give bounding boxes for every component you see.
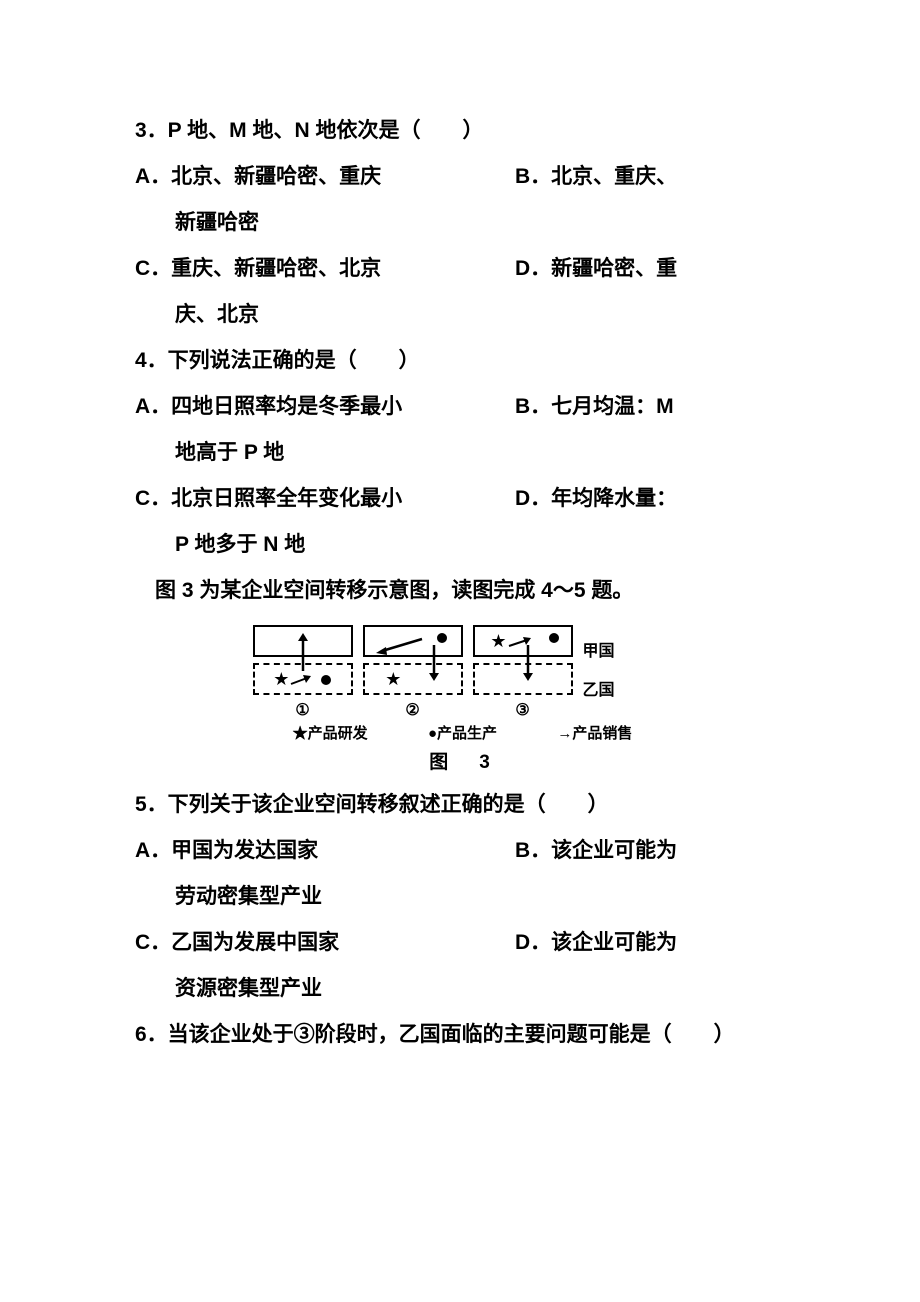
q5-opt-d-cont: 资源密集型产业 — [135, 968, 790, 1010]
q5-opt-b: B．该企业可能为 — [515, 830, 790, 872]
figure-panels-row: ★ ① ★ — [253, 622, 673, 720]
q5-stem: 5．下列关于该企业空间转移叙述正确的是（ ） — [135, 784, 790, 826]
q3-opt-d-cont: 庆、北京 — [135, 294, 790, 336]
q3-row-cd: C．重庆、新疆哈密、北京 D．新疆哈密、重 — [135, 248, 790, 290]
q4-row-cd: C．北京日照率全年变化最小 D．年均降水量： — [135, 478, 790, 520]
q4-opt-c: C．北京日照率全年变化最小 — [135, 478, 515, 520]
stage-1-bottom-panel: ★ — [253, 663, 353, 695]
q3-stem: 3．P 地、M 地、N 地依次是（ ） — [135, 110, 790, 152]
dot-icon — [437, 633, 447, 643]
q5-opt-d: D．该企业可能为 — [515, 922, 790, 964]
legend-arrow: →产品销售 — [557, 722, 632, 743]
stage-2-bottom-panel: ★ — [363, 663, 463, 695]
figure-3: ★ ① ★ — [253, 622, 673, 774]
stage-3-group: ★ ③ — [473, 622, 573, 720]
stage-3-bottom-panel — [473, 663, 573, 695]
q3-opt-d: D．新疆哈密、重 — [515, 248, 790, 290]
q3-opt-b: B．北京、重庆、 — [515, 156, 790, 198]
q3-row-ab: A．北京、新疆哈密、重庆 B．北京、重庆、 — [135, 156, 790, 198]
stage-3-label: ③ — [515, 700, 529, 720]
q3-opt-b-cont: 新疆哈密 — [135, 202, 790, 244]
label-top: 甲国 — [583, 642, 615, 661]
q3-opt-a: A．北京、新疆哈密、重庆 — [135, 156, 515, 198]
q5-row-cd: C．乙国为发展中国家 D．该企业可能为 — [135, 922, 790, 964]
stage-2-group: ★ ② — [363, 622, 463, 720]
stage-1-group: ★ ① — [253, 622, 353, 720]
arrow-short-icon — [289, 673, 313, 687]
stage-2-label: ② — [405, 700, 419, 720]
q4-opt-d: D．年均降水量： — [515, 478, 790, 520]
figure-legend: ★产品研发 ●产品生产 →产品销售 — [253, 722, 673, 743]
q3-opt-c: C．重庆、新疆哈密、北京 — [135, 248, 515, 290]
dot-icon — [549, 633, 559, 643]
stage-1-label: ① — [295, 700, 309, 720]
intro-45: 图 3 为某企业空间转移示意图，读图完成 4～5 题。 — [135, 570, 790, 612]
q4-opt-b: B．七月均温：M — [515, 386, 790, 428]
q4-stem: 4．下列说法正确的是（ ） — [135, 340, 790, 382]
q4-opt-a: A．四地日照率均是冬季最小 — [135, 386, 515, 428]
stage-2-top-panel — [363, 625, 463, 657]
star-icon: ★ — [490, 632, 506, 650]
q4-opt-d-cont: P 地多于 N 地 — [135, 524, 790, 566]
legend-dot: ●产品生产 — [428, 722, 497, 743]
label-bottom: 乙国 — [583, 681, 615, 700]
q4-opt-b-cont: 地高于 P 地 — [135, 432, 790, 474]
stage-1-top-panel — [253, 625, 353, 657]
star-icon: ★ — [385, 670, 401, 688]
q5-opt-c: C．乙国为发展中国家 — [135, 922, 515, 964]
dot-icon — [321, 675, 331, 685]
arrow-diag-icon — [374, 635, 424, 655]
figure-side-labels: 甲国 乙国 — [583, 632, 615, 710]
star-icon: ★ — [273, 670, 289, 688]
q5-opt-a: A．甲国为发达国家 — [135, 830, 515, 872]
q5-opt-b-cont: 劳动密集型产业 — [135, 876, 790, 918]
figure-caption: 图 3 — [253, 747, 673, 774]
q6-stem: 6．当该企业处于③阶段时，乙国面临的主要问题可能是（ ） — [135, 1014, 790, 1056]
arrow-down-icon — [521, 645, 535, 683]
q5-row-ab: A．甲国为发达国家 B．该企业可能为 — [135, 830, 790, 872]
q4-row-ab: A．四地日照率均是冬季最小 B．七月均温：M — [135, 386, 790, 428]
legend-star: ★产品研发 — [293, 722, 368, 743]
arrow-down-icon — [427, 645, 441, 683]
